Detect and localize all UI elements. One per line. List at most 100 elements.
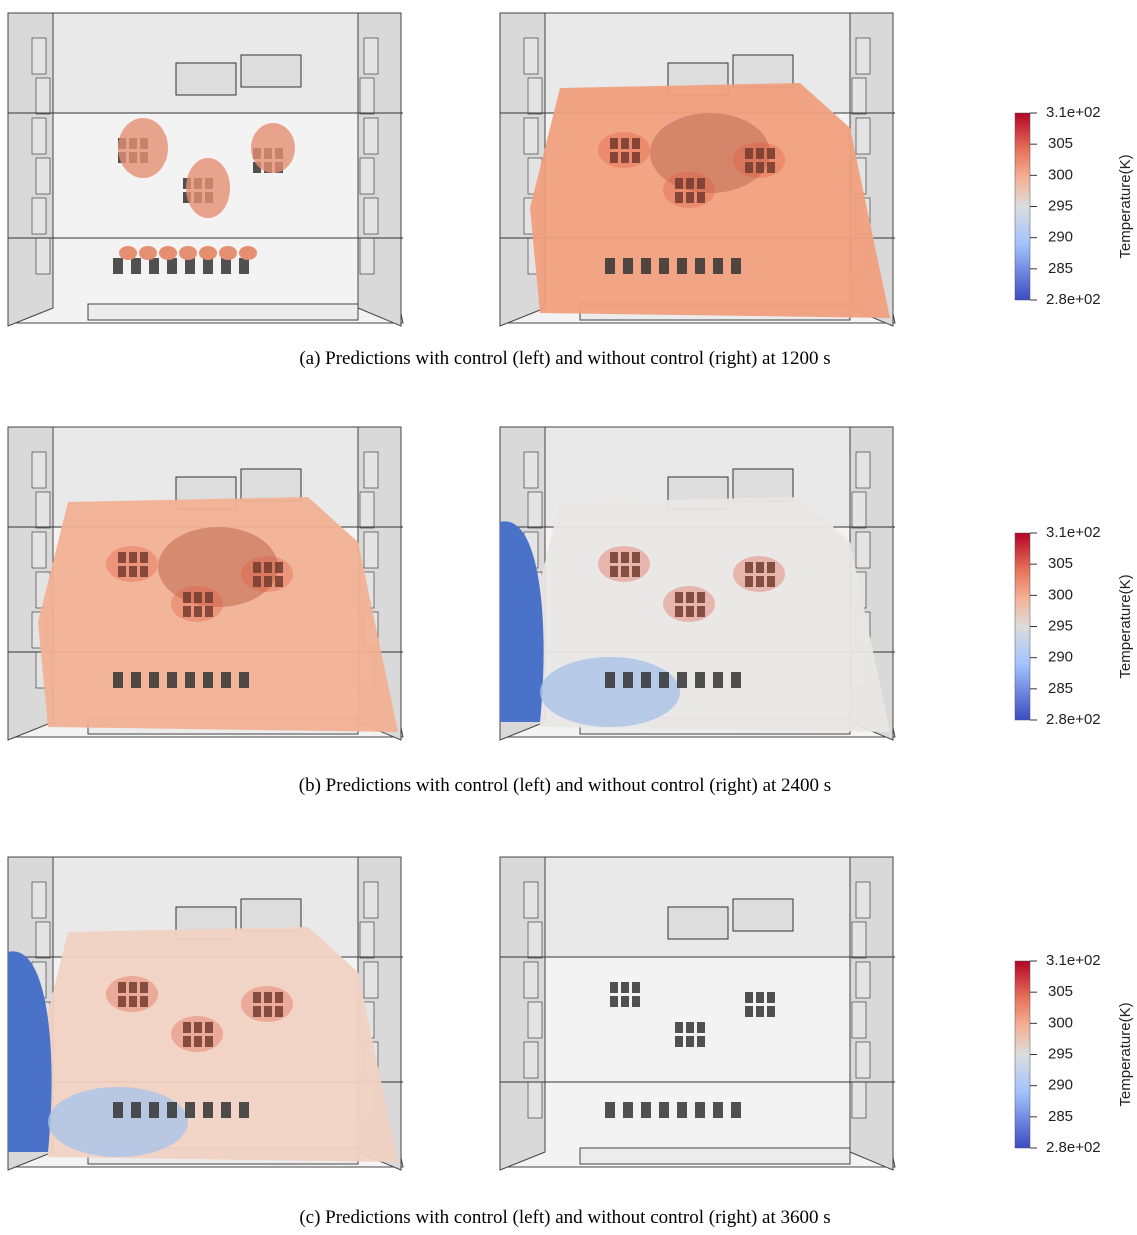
shelf bbox=[528, 1002, 542, 1038]
chair bbox=[756, 1006, 764, 1017]
chair bbox=[185, 1102, 195, 1118]
chair bbox=[605, 672, 615, 688]
heat-halo bbox=[598, 546, 650, 582]
chair bbox=[131, 1102, 141, 1118]
colorbar-tick-label: 290 bbox=[1048, 229, 1073, 246]
shelf bbox=[856, 532, 870, 568]
chair bbox=[713, 672, 723, 688]
shelf bbox=[364, 38, 378, 74]
board bbox=[733, 899, 793, 931]
shelf bbox=[36, 492, 50, 528]
shelf bbox=[32, 198, 46, 234]
chair bbox=[641, 258, 651, 274]
colorbar-tick-label: 305 bbox=[1048, 135, 1073, 152]
chair bbox=[621, 982, 629, 993]
chair bbox=[745, 1006, 753, 1017]
warm-plume bbox=[199, 246, 217, 260]
colorbar-tick-label: 295 bbox=[1048, 1045, 1073, 1062]
warm-plume bbox=[219, 246, 237, 260]
shelf bbox=[360, 238, 374, 274]
chair bbox=[605, 258, 615, 274]
shelf bbox=[856, 882, 870, 918]
chair bbox=[697, 1036, 705, 1047]
heat-halo bbox=[106, 976, 158, 1012]
colorbar-tick-label: 305 bbox=[1048, 983, 1073, 1000]
warm-plume bbox=[139, 246, 157, 260]
chair bbox=[221, 258, 231, 274]
chair bbox=[695, 258, 705, 274]
warm-plume bbox=[118, 118, 168, 178]
chair bbox=[221, 672, 231, 688]
shelf bbox=[364, 962, 378, 998]
room-render bbox=[500, 857, 895, 1170]
board bbox=[733, 55, 793, 87]
warm-plume bbox=[251, 123, 295, 173]
colorbar-label: Temperature(K) bbox=[1117, 574, 1134, 678]
heat-halo bbox=[663, 586, 715, 622]
shelf bbox=[36, 78, 50, 114]
chair bbox=[131, 258, 141, 274]
shelf bbox=[856, 118, 870, 154]
chair bbox=[731, 672, 741, 688]
shelf bbox=[360, 492, 374, 528]
front-wall bbox=[88, 304, 358, 320]
chair bbox=[767, 992, 775, 1003]
chair bbox=[623, 672, 633, 688]
shelf bbox=[32, 118, 46, 154]
chair bbox=[610, 982, 618, 993]
chair bbox=[239, 258, 249, 274]
figure: (a) Predictions with control (left) and … bbox=[0, 0, 1137, 1235]
shelf bbox=[32, 882, 46, 918]
colorbar-tick-label: 290 bbox=[1048, 1077, 1073, 1094]
colorbar-tick-label: 3.1e+02 bbox=[1046, 104, 1101, 121]
colorbar-tick-label: 2.8e+02 bbox=[1046, 291, 1101, 308]
shelf bbox=[364, 532, 378, 568]
shelf bbox=[36, 922, 50, 958]
chair bbox=[185, 672, 195, 688]
chair bbox=[221, 1102, 231, 1118]
chair bbox=[185, 258, 195, 274]
chair bbox=[767, 1006, 775, 1017]
chair bbox=[131, 672, 141, 688]
cool-patch bbox=[48, 1087, 188, 1157]
shelf bbox=[528, 1082, 542, 1118]
colorbar-tick-label: 285 bbox=[1048, 1108, 1073, 1125]
shelf bbox=[528, 492, 542, 528]
shelf bbox=[36, 238, 50, 274]
caption: (a) Predictions with control (left) and … bbox=[299, 348, 830, 369]
shelf bbox=[856, 452, 870, 488]
colorbar-label: Temperature(K) bbox=[1117, 1002, 1134, 1106]
shelf bbox=[528, 78, 542, 114]
board bbox=[241, 899, 301, 931]
chair bbox=[659, 258, 669, 274]
chair bbox=[677, 1102, 687, 1118]
heat-halo bbox=[106, 546, 158, 582]
chair bbox=[623, 1102, 633, 1118]
chair bbox=[149, 258, 159, 274]
shelf bbox=[852, 1082, 866, 1118]
chair bbox=[713, 258, 723, 274]
shelf bbox=[360, 78, 374, 114]
shelf bbox=[36, 158, 50, 194]
floor bbox=[500, 957, 895, 1167]
colorbar bbox=[1015, 113, 1030, 300]
caption: (b) Predictions with control (left) and … bbox=[299, 775, 831, 796]
chair bbox=[686, 1022, 694, 1033]
colorbar-tick-label: 285 bbox=[1048, 680, 1073, 697]
shelf bbox=[524, 882, 538, 918]
shelf bbox=[360, 922, 374, 958]
shelf bbox=[856, 1042, 870, 1078]
shelf bbox=[856, 962, 870, 998]
shelf bbox=[524, 1042, 538, 1078]
board bbox=[733, 469, 793, 501]
board bbox=[241, 469, 301, 501]
heat-halo bbox=[171, 1016, 223, 1052]
chair bbox=[149, 1102, 159, 1118]
chair bbox=[149, 672, 159, 688]
colorbar-tick-label: 2.8e+02 bbox=[1046, 711, 1101, 728]
chair bbox=[167, 258, 177, 274]
chair bbox=[113, 258, 123, 274]
colorbar-tick-label: 3.1e+02 bbox=[1046, 524, 1101, 541]
shelf bbox=[852, 78, 866, 114]
floor bbox=[8, 113, 403, 323]
